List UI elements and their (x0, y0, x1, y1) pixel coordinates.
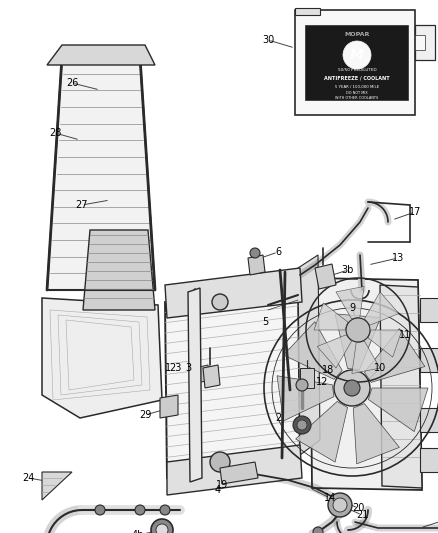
Text: 30: 30 (262, 35, 274, 45)
Circle shape (151, 519, 173, 533)
Polygon shape (283, 322, 342, 379)
Text: 18: 18 (322, 365, 334, 375)
Text: M: M (350, 48, 364, 62)
Text: 27: 27 (76, 200, 88, 210)
Text: 28: 28 (49, 128, 61, 138)
Text: 20: 20 (352, 503, 364, 513)
Polygon shape (317, 335, 352, 368)
Circle shape (346, 318, 370, 342)
Polygon shape (160, 395, 178, 418)
Polygon shape (368, 388, 428, 432)
Text: DO NOT MIX: DO NOT MIX (346, 91, 368, 95)
Circle shape (160, 505, 170, 515)
Polygon shape (298, 255, 320, 455)
Text: 3b: 3b (342, 265, 354, 275)
Text: 13: 13 (392, 253, 404, 263)
Circle shape (297, 420, 307, 430)
Text: 4b: 4b (132, 530, 144, 533)
Text: 4: 4 (215, 485, 221, 495)
Text: 24: 24 (22, 473, 34, 483)
Text: MOPAR: MOPAR (344, 33, 370, 37)
Text: 14: 14 (324, 493, 336, 503)
Polygon shape (188, 288, 202, 482)
Polygon shape (420, 348, 438, 372)
Circle shape (293, 416, 311, 434)
Circle shape (328, 493, 352, 517)
Circle shape (313, 527, 323, 533)
Circle shape (135, 505, 145, 515)
Polygon shape (420, 298, 438, 322)
Polygon shape (352, 341, 380, 374)
Text: 5: 5 (262, 317, 268, 327)
Text: 17: 17 (409, 207, 421, 217)
Text: 9: 9 (349, 303, 355, 313)
Polygon shape (47, 57, 155, 290)
Circle shape (95, 505, 105, 515)
Polygon shape (364, 328, 425, 382)
Text: 5 YEAR / 100,000 MILE: 5 YEAR / 100,000 MILE (335, 85, 379, 89)
Polygon shape (277, 376, 334, 421)
Circle shape (156, 524, 168, 533)
Bar (300, 368, 314, 388)
Text: 6: 6 (275, 247, 281, 257)
Polygon shape (415, 25, 435, 60)
Circle shape (250, 248, 260, 258)
Polygon shape (314, 303, 348, 330)
Polygon shape (380, 285, 422, 488)
Polygon shape (165, 268, 302, 318)
Text: ANTIFREEZE / COOLANT: ANTIFREEZE / COOLANT (324, 76, 390, 80)
Text: 10: 10 (374, 363, 386, 373)
Polygon shape (296, 401, 347, 462)
Circle shape (344, 380, 360, 396)
Polygon shape (295, 8, 320, 15)
Polygon shape (364, 292, 399, 325)
Polygon shape (203, 365, 220, 388)
Polygon shape (220, 462, 258, 484)
Polygon shape (336, 286, 364, 319)
Polygon shape (420, 408, 438, 432)
Text: 21: 21 (356, 510, 368, 520)
Polygon shape (83, 230, 155, 310)
Polygon shape (310, 278, 422, 490)
Polygon shape (42, 472, 72, 500)
Polygon shape (195, 365, 210, 383)
Polygon shape (315, 264, 336, 289)
Polygon shape (368, 330, 402, 357)
Polygon shape (248, 255, 265, 275)
Text: 2: 2 (275, 413, 281, 423)
Text: 3: 3 (185, 363, 191, 373)
Circle shape (343, 41, 371, 69)
Polygon shape (42, 298, 162, 418)
Polygon shape (295, 10, 415, 115)
Polygon shape (305, 25, 408, 100)
Circle shape (334, 370, 370, 406)
Text: WITH OTHER COOLANTS: WITH OTHER COOLANTS (336, 96, 378, 100)
Polygon shape (335, 314, 381, 369)
Circle shape (212, 294, 228, 310)
Polygon shape (47, 45, 155, 65)
Polygon shape (353, 403, 399, 464)
Polygon shape (165, 285, 300, 478)
Text: 1: 1 (165, 363, 171, 373)
Text: 50/50 PREDILUTED: 50/50 PREDILUTED (338, 68, 376, 72)
Text: 29: 29 (139, 410, 151, 420)
Circle shape (210, 452, 230, 472)
Polygon shape (420, 448, 438, 472)
Text: 12: 12 (316, 377, 328, 387)
Text: 19: 19 (216, 480, 228, 490)
Text: 23: 23 (169, 363, 181, 373)
Text: 26: 26 (66, 78, 78, 88)
Polygon shape (167, 445, 302, 495)
Circle shape (333, 498, 347, 512)
Circle shape (296, 379, 308, 391)
Polygon shape (415, 35, 425, 50)
Text: 11: 11 (399, 330, 411, 340)
